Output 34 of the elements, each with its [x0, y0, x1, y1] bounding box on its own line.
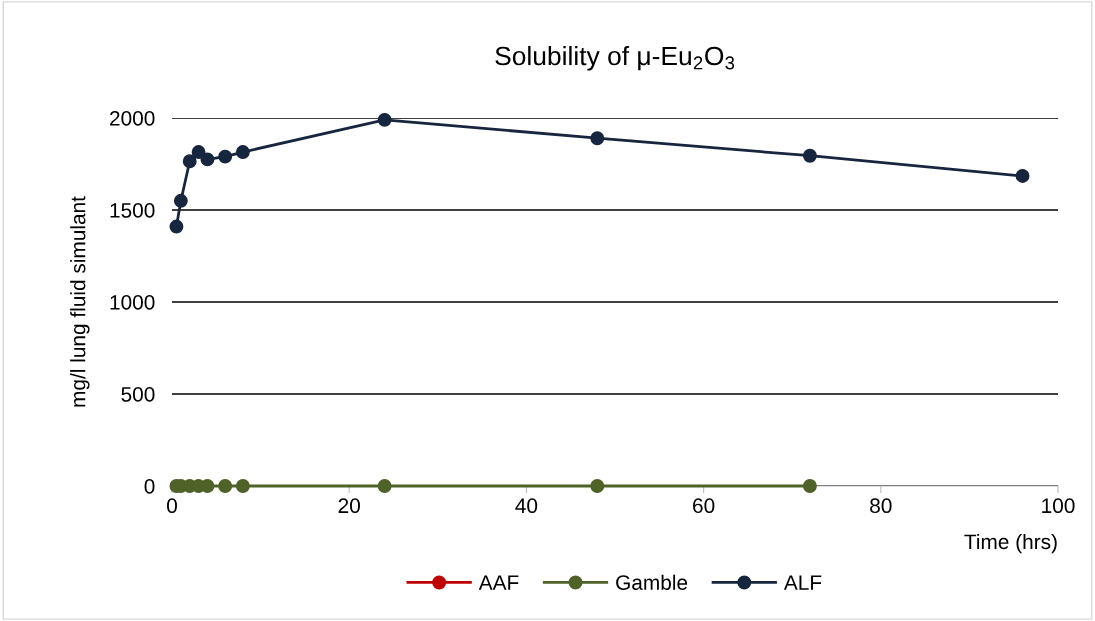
point	[218, 479, 233, 493]
x-axis-title: Time (hrs)	[964, 533, 1057, 554]
point	[182, 154, 197, 169]
point	[218, 149, 233, 164]
point	[191, 145, 206, 159]
y-tick-label: 2000	[110, 111, 155, 126]
y-tick-label: 1500	[110, 203, 155, 218]
x-tick-label: 0	[167, 498, 177, 514]
legend-label: AAF	[478, 575, 519, 590]
point	[235, 479, 250, 493]
point	[173, 193, 188, 208]
y-tick-label: 1000	[110, 295, 155, 310]
y-axis-title: mg/l lung fluid simulant	[70, 196, 90, 407]
x-tick-label: 60	[693, 498, 715, 514]
point	[200, 479, 215, 493]
point	[200, 152, 215, 167]
point	[802, 479, 817, 493]
x-tick-label: 40	[515, 498, 538, 514]
point	[1015, 169, 1030, 183]
chart-title: Solubility of μ-Eu$_{2}$O$_{3}$	[495, 45, 735, 71]
point	[590, 131, 605, 146]
x-tick-label: 20	[338, 498, 360, 514]
y-tick-label: 0	[144, 479, 155, 494]
point	[590, 479, 605, 493]
point	[802, 148, 817, 163]
legend-label: Gamble	[616, 574, 688, 590]
point	[235, 145, 250, 159]
point	[377, 112, 392, 127]
x-tick-label: 100	[1042, 498, 1075, 514]
y-tick-label: 500	[121, 387, 155, 402]
legend-label: ALF	[783, 575, 822, 590]
point	[377, 479, 392, 493]
point	[169, 219, 184, 234]
x-tick-label: 80	[870, 498, 892, 514]
